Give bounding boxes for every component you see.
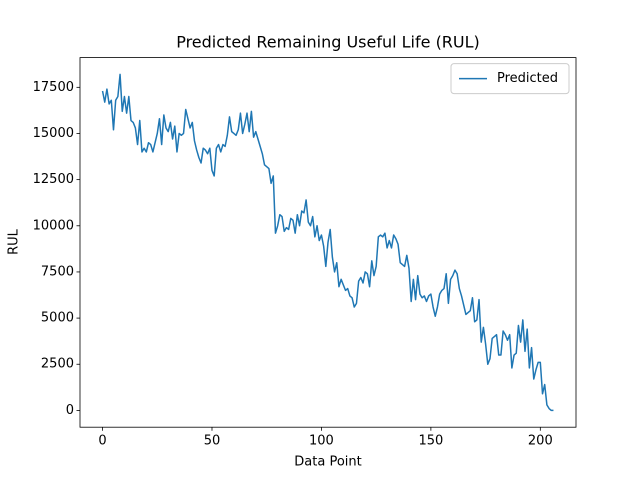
y-tick-label: 12500 [33, 172, 74, 187]
x-axis-label: Data Point [294, 455, 361, 470]
chart-title: Predicted Remaining Useful Life (RUL) [176, 33, 480, 52]
legend-label: Predicted [497, 71, 558, 86]
legend-box [450, 63, 570, 95]
y-tick-label: 5000 [41, 311, 74, 326]
y-tick-label: 17500 [33, 80, 74, 95]
y-tick-label: 0 [66, 403, 74, 418]
x-tick-label: 0 [98, 434, 106, 449]
x-tick-label: 50 [204, 434, 221, 449]
axes-frame [79, 57, 577, 428]
line [101, 73, 554, 412]
y-tick-label: 15000 [33, 126, 74, 141]
x-tick-label: 100 [309, 434, 334, 449]
y-tick-label: 7500 [41, 264, 74, 279]
y-axis-label: RUL [7, 228, 22, 255]
y-tick-label: 10000 [33, 218, 74, 233]
y-tick-label: 2500 [41, 357, 74, 372]
x-tick-label: 200 [528, 434, 553, 449]
x-tick-label: 150 [418, 434, 443, 449]
